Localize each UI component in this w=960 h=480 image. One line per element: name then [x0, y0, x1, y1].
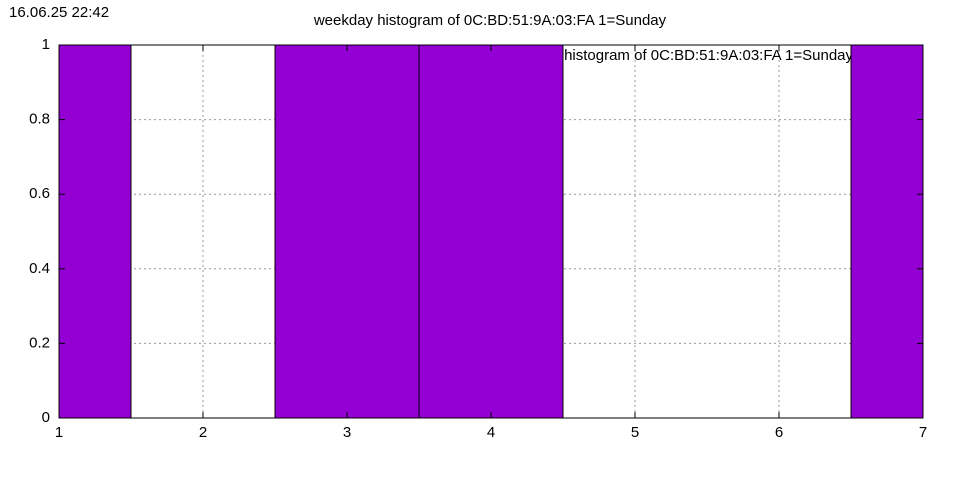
x-tick-label: 5	[631, 424, 639, 441]
y-tick-label: 0.8	[29, 111, 50, 128]
bar	[850, 45, 923, 418]
y-tick-label: 0	[42, 409, 50, 426]
x-tick-label: 3	[343, 424, 351, 441]
chart-title: weekday histogram of 0C:BD:51:9A:03:FA 1…	[313, 12, 667, 29]
y-tick-label: 1	[42, 36, 50, 53]
legend-label: weekday histogram of 0C:BD:51:9A:03:FA 1…	[500, 47, 854, 64]
x-tick-label: 7	[919, 424, 927, 441]
ticks: 0 0.2 0.4 0.6 0.8 1 1 2 3 4 5 6 7	[29, 36, 927, 441]
bar	[418, 45, 564, 418]
bar	[274, 45, 420, 418]
y-tick-label: 0.4	[29, 260, 50, 277]
x-tick-label: 4	[487, 424, 495, 441]
y-tick-label: 0.2	[29, 334, 50, 351]
x-tick-label: 6	[775, 424, 783, 441]
bar	[59, 45, 132, 418]
bars	[59, 45, 923, 418]
x-tick-label: 2	[199, 424, 207, 441]
timestamp: 16.06.25 22:42	[9, 4, 109, 21]
x-tick-label: 1	[55, 424, 63, 441]
y-tick-label: 0.6	[29, 185, 50, 202]
